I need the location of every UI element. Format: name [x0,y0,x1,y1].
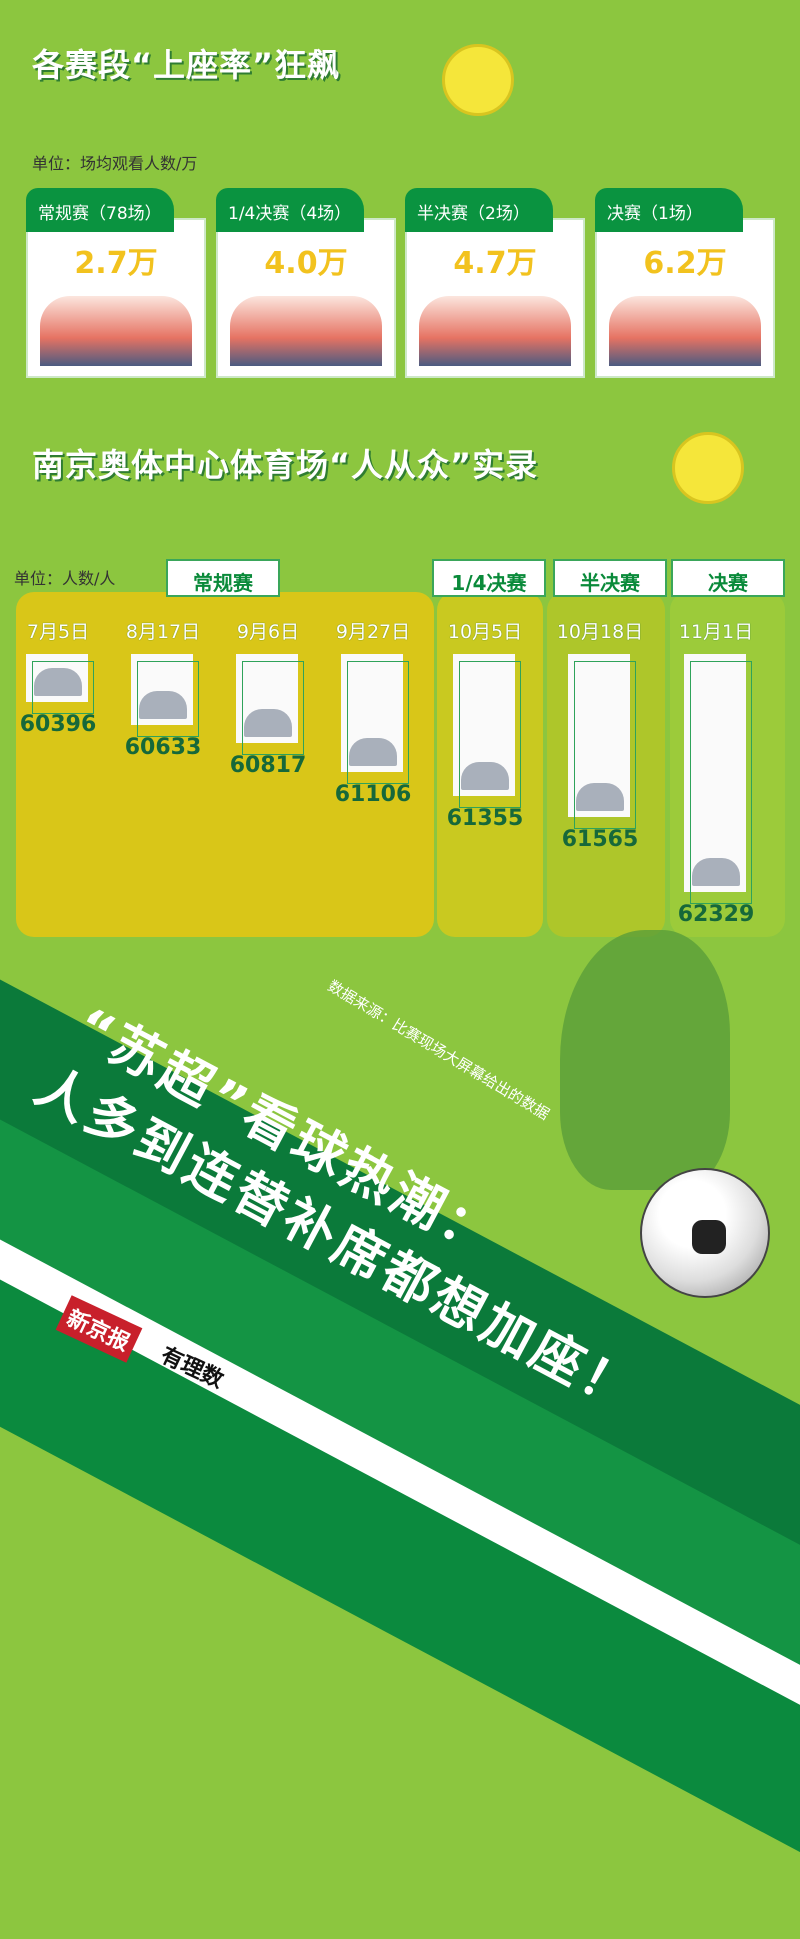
value-label: 61565 [561,826,639,852]
date-label: 10月18日 [556,621,644,643]
card-value: 4.7万 [453,246,537,281]
crowd-icon [34,668,82,696]
crowd-icon [349,737,397,766]
stage-card: 决赛（1场） 6.2万 [595,188,775,378]
date-label: 7月5日 [26,621,90,643]
value-label: 60633 [124,735,202,761]
crowd-icon [244,709,292,738]
crowd-icon [576,782,624,811]
date-label: 11月1日 [678,621,754,643]
soccer-ball-icon [442,44,514,116]
date-label: 10月5日 [447,621,523,643]
card-body [216,218,396,378]
date-label: 8月17日 [125,621,201,643]
stage-label-quarter: 1/4决赛 [432,559,546,597]
player-silhouette [560,930,730,1190]
value-label: 60817 [229,753,307,779]
card-label: 常规赛（78场） [26,188,174,232]
section1-title: 各赛段“上座率”狂飙 [32,46,341,84]
soccer-ball-icon [672,432,744,504]
stage-label-regular: 常规赛 [166,559,280,597]
crowd-illustration [230,296,382,366]
card-body [595,218,775,378]
value-label: 60396 [19,712,97,737]
crowd-icon [692,858,740,886]
date-label: 9月6日 [236,621,300,643]
stage-label-semi: 半决赛 [553,559,667,597]
card-label: 半决赛（2场） [405,188,553,232]
stage-card: 常规赛（78场） 2.7万 [26,188,206,378]
value-label: 61106 [334,781,412,807]
bar-outline [242,661,304,756]
card-value: 4.0万 [264,246,348,281]
card-value: 6.2万 [643,246,727,281]
stage-card: 1/4决赛（4场） 4.0万 [216,188,396,378]
bar-outline [459,661,521,809]
bar [684,654,746,892]
card-label: 决赛（1场） [595,188,743,232]
bar-outline [347,661,409,784]
chart-unit: 单位：人数/人 [14,569,116,588]
card-label: 1/4决赛（4场） [216,188,364,232]
crowd-illustration [609,296,761,366]
card-body [405,218,585,378]
crowd-illustration [419,296,571,366]
section2-title: 南京奥体中心体育场“人从众”实录 [32,446,539,484]
card-body [26,218,206,378]
soccer-ball-icon [640,1168,770,1298]
section1-unit: 单位：场均观看人数/万 [32,154,198,173]
data-source: 数据来源：比赛现场大屏幕给出的数据 [324,976,553,1124]
value-label: 61355 [446,806,524,832]
bar-outline [690,661,752,904]
crowd-icon [461,762,509,791]
date-label: 9月27日 [335,621,411,643]
stage-card: 半决赛（2场） 4.7万 [405,188,585,378]
stage-label-final: 决赛 [671,559,785,597]
bar-outline [137,661,199,738]
crowd-icon [139,691,187,720]
card-value: 2.7万 [74,246,158,281]
crowd-illustration [40,296,192,366]
value-label: 62329 [677,902,755,927]
bar-outline [32,661,94,714]
bar-outline [574,661,636,829]
